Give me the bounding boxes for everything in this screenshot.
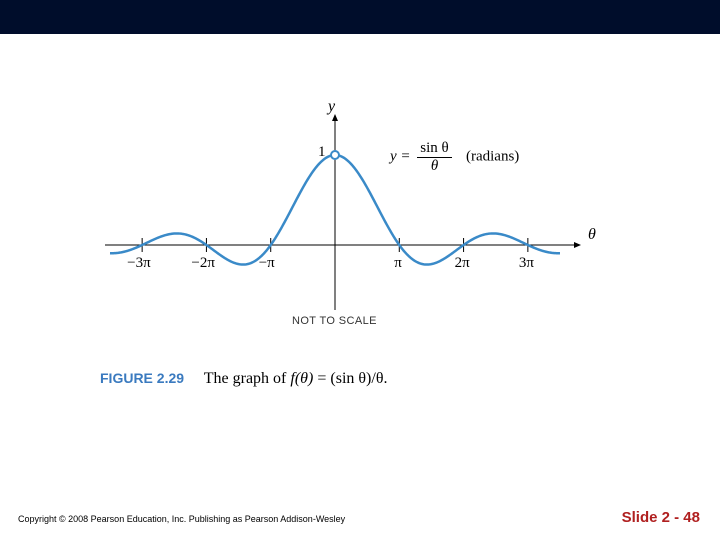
not-to-scale-label: NOT TO SCALE — [292, 315, 377, 327]
copyright-text: Copyright © 2008 Pearson Education, Inc.… — [18, 514, 345, 524]
tick-label: π — [394, 255, 402, 272]
tick-label: −3π — [127, 255, 151, 272]
equation-fraction: sin θ θ — [417, 140, 451, 174]
top-bar — [0, 0, 720, 34]
caption-eq: = (sin θ)/θ — [313, 370, 383, 387]
equation-numerator: sin θ — [417, 140, 451, 158]
tick-label: −2π — [191, 255, 215, 272]
equation-label: y = sin θ θ (radians) — [390, 140, 519, 174]
equation-suffix: (radians) — [466, 148, 519, 164]
caption-period: . — [383, 370, 387, 387]
chart-svg — [100, 100, 620, 330]
tick-label: 3π — [519, 255, 534, 272]
slide: y 1 y = sin θ θ (radians) θ NOT TO SCALE… — [0, 0, 720, 540]
figure-number: FIGURE 2.29 — [100, 370, 184, 386]
equation-lhs: y = — [390, 148, 411, 164]
y-axis-label: y — [328, 98, 335, 116]
caption-func: f(θ) — [290, 370, 313, 387]
one-label: 1 — [318, 144, 326, 161]
slide-number: Slide 2 - 48 — [622, 509, 700, 526]
tick-label: 2π — [455, 255, 470, 272]
equation-denominator: θ — [417, 158, 451, 175]
figure-caption: FIGURE 2.29 The graph of f(θ) = (sin θ)/… — [100, 370, 387, 388]
tick-label: −π — [259, 255, 275, 272]
sinc-chart: y 1 y = sin θ θ (radians) θ NOT TO SCALE… — [100, 100, 620, 330]
caption-prefix: The graph of — [204, 370, 291, 387]
theta-axis-label: θ — [588, 226, 596, 244]
